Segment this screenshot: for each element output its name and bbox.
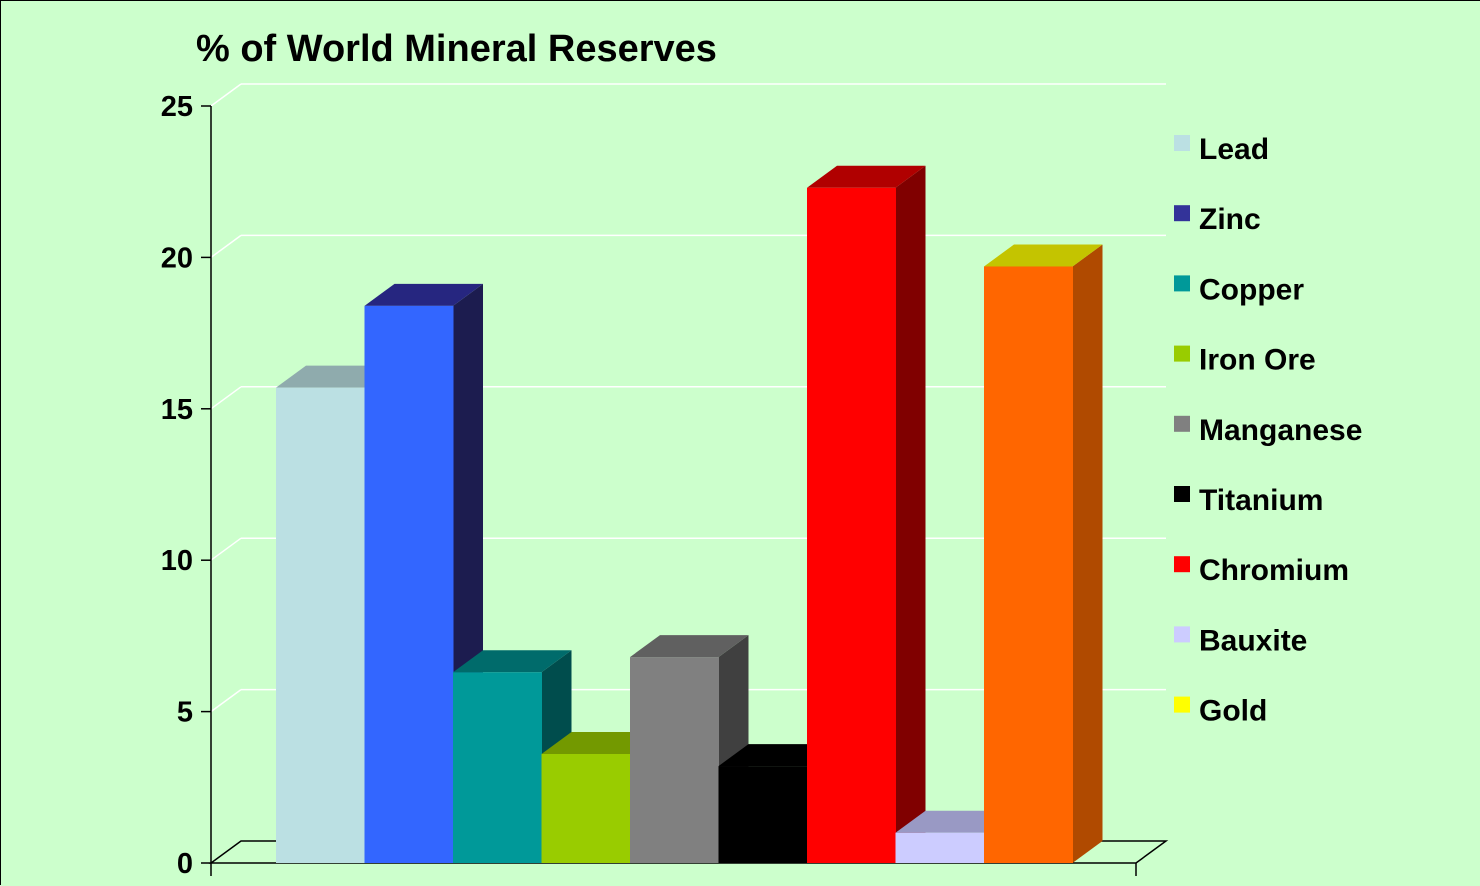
legend-item: Iron Ore xyxy=(1174,344,1316,377)
legend-label: Copper xyxy=(1199,273,1304,306)
chart-title: % of World Mineral Reserves xyxy=(196,28,717,70)
y-tick-label: 25 xyxy=(161,91,193,123)
legend-item: Zinc xyxy=(1174,203,1261,236)
bar-top xyxy=(630,635,749,658)
bar-front xyxy=(276,387,365,863)
legend-label: Gold xyxy=(1199,695,1267,728)
legend-item: Copper xyxy=(1174,273,1304,306)
legend-item: Titanium xyxy=(1174,484,1323,517)
bar-front xyxy=(984,266,1073,863)
gridline-connector xyxy=(210,688,242,713)
bar-chromium xyxy=(807,165,926,864)
legend-swatch xyxy=(1174,556,1190,573)
bar-front xyxy=(541,753,631,863)
legend-swatch xyxy=(1174,345,1190,362)
bar-gold xyxy=(984,244,1103,863)
bars xyxy=(276,165,1103,864)
legend-swatch xyxy=(1174,696,1190,713)
bar-front xyxy=(364,305,454,863)
bar-front xyxy=(807,187,896,864)
legend-swatch xyxy=(1174,626,1190,643)
gridline-connector xyxy=(210,234,242,259)
legend-label: Manganese xyxy=(1199,414,1362,447)
legend-swatch xyxy=(1174,205,1190,222)
y-tick-label: 15 xyxy=(161,394,193,426)
bar-front xyxy=(453,672,542,863)
y-tick-label: 10 xyxy=(161,545,193,577)
legend-swatch xyxy=(1174,275,1190,292)
legend-swatch xyxy=(1174,415,1190,432)
y-tick-labels: 0 5 10 15 20 25 xyxy=(161,91,193,880)
bar-top xyxy=(807,165,926,188)
legend-item: Manganese xyxy=(1174,414,1362,447)
legend-item: Lead xyxy=(1174,133,1269,166)
bar-top xyxy=(984,244,1103,267)
bar-top xyxy=(453,650,572,673)
legend: Lead Zinc Copper Iron Ore Manganese Titanium C… xyxy=(1174,133,1362,728)
gridline-connector xyxy=(210,386,242,410)
legend-label: Titanium xyxy=(1199,484,1323,517)
y-tick-label: 0 xyxy=(177,848,193,880)
legend-swatch xyxy=(1174,135,1190,151)
legend-label: Lead xyxy=(1199,133,1269,166)
bar-front xyxy=(718,766,808,863)
legend-item: Bauxite xyxy=(1174,624,1307,657)
gridline-connector xyxy=(210,537,242,561)
bar-top xyxy=(364,283,483,306)
legend-label: Chromium xyxy=(1199,554,1349,587)
bar-front xyxy=(630,657,719,863)
bar-front xyxy=(895,832,985,863)
legend-item: Chromium xyxy=(1174,554,1349,587)
bar-side xyxy=(1072,244,1103,863)
legend-label: Bauxite xyxy=(1199,624,1307,657)
gridline-connector xyxy=(210,83,242,107)
legend-item: Gold xyxy=(1174,695,1267,728)
legend-label: Iron Ore xyxy=(1199,344,1316,377)
y-tick-label: 5 xyxy=(177,697,193,729)
y-tick-label: 20 xyxy=(161,242,193,274)
legend-label: Zinc xyxy=(1199,203,1261,236)
bar-side xyxy=(895,165,926,864)
legend-swatch xyxy=(1174,486,1190,502)
